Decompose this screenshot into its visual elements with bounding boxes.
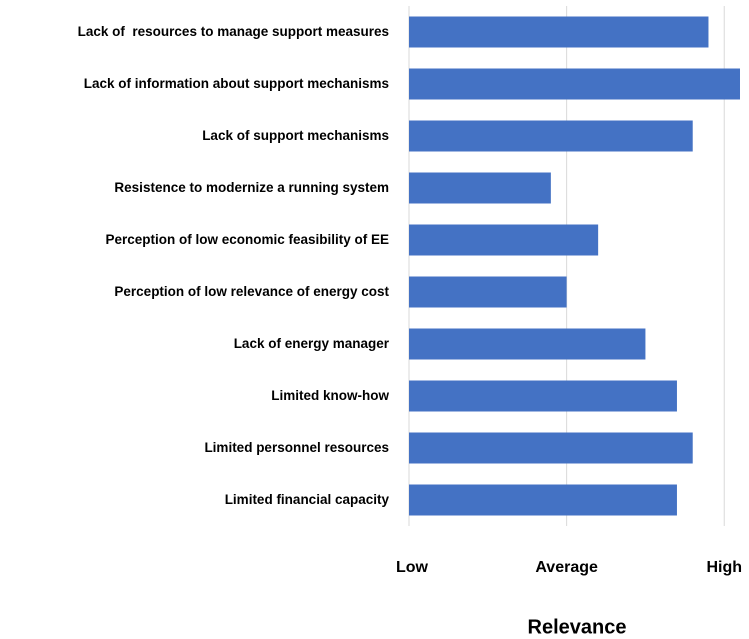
x-tick-label: Low — [396, 559, 429, 576]
bar — [409, 276, 567, 308]
bar — [409, 380, 677, 412]
y-tick-label: Limited personnel resources — [204, 440, 389, 455]
bar — [409, 224, 599, 256]
bar — [409, 68, 740, 100]
y-tick-label: Lack of resources to manage support meas… — [77, 24, 389, 39]
x-axis-title: Relevance — [528, 616, 627, 638]
y-tick-label: Lack of energy manager — [233, 336, 389, 351]
y-tick-label: Lack of support mechanisms — [202, 128, 389, 143]
bar — [409, 172, 551, 204]
bar — [409, 432, 693, 464]
y-tick-label: Resistence to modernize a running system — [114, 180, 389, 195]
bar — [409, 328, 646, 360]
y-tick-label: Perception of low economic feasibility o… — [105, 232, 389, 247]
y-tick-label: Limited know-how — [271, 388, 389, 403]
y-tick-label: Limited financial capacity — [224, 492, 389, 507]
bar — [409, 484, 677, 516]
x-tick-label: High — [706, 559, 742, 576]
bar — [409, 16, 709, 48]
y-tick-label: Lack of information about support mechan… — [83, 76, 389, 91]
y-tick-label: Perception of low relevance of energy co… — [114, 284, 389, 299]
bar — [409, 120, 693, 152]
x-tick-label: Average — [535, 559, 598, 576]
